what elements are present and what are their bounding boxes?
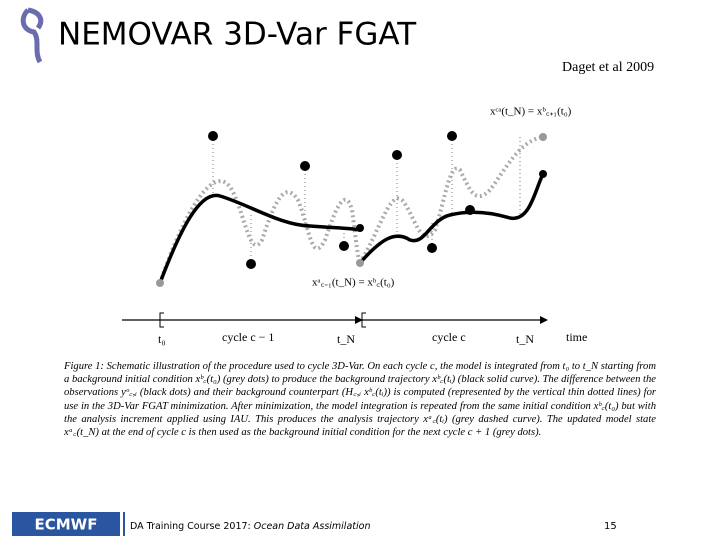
axis-label: t₀: [158, 332, 166, 346]
label-top: xᶜᵃ(t_N) = xᵇ꜀₊₁(t₀): [490, 106, 572, 118]
axis-label: t_N: [516, 332, 534, 346]
footer-logo: ECMWF: [35, 516, 98, 534]
page-number: 15: [604, 521, 617, 532]
axis-label: cycle c: [432, 330, 466, 344]
analysis-curve: [158, 179, 362, 284]
logo-icon: [20, 7, 44, 64]
footer-text: DA Training Course 2017: Ocean Data Assi…: [130, 521, 370, 532]
caption: Figure 1: Schematic illustration of the …: [64, 361, 656, 439]
course-topic: Ocean Data Assimilation: [254, 521, 371, 532]
axis-label: cycle c − 1: [222, 330, 274, 344]
cycle-brackets: [159, 312, 366, 328]
title: NEMOVAR 3D-Var FGAT: [58, 17, 417, 53]
background-curve: [158, 193, 361, 284]
label-mid: xᵃ꜀₋₁(t_N) = xᵇ꜀(t₀): [312, 277, 395, 289]
course: DA Training Course 2017:: [130, 521, 254, 532]
logo-box: [12, 512, 120, 536]
citation: Daget et al 2009: [562, 60, 654, 75]
background-curve: [358, 173, 545, 265]
diagram: xᶜᵃ(t_N) = xᵇ꜀₊₁(t₀) xᵃ꜀₋₁(t_N) = xᵇ꜀(t₀…: [122, 106, 587, 346]
initial-condition-dots: [156, 133, 547, 287]
axis-label: t_N: [337, 332, 355, 346]
axis-label: time: [566, 330, 587, 344]
observation-dots: [208, 131, 547, 269]
